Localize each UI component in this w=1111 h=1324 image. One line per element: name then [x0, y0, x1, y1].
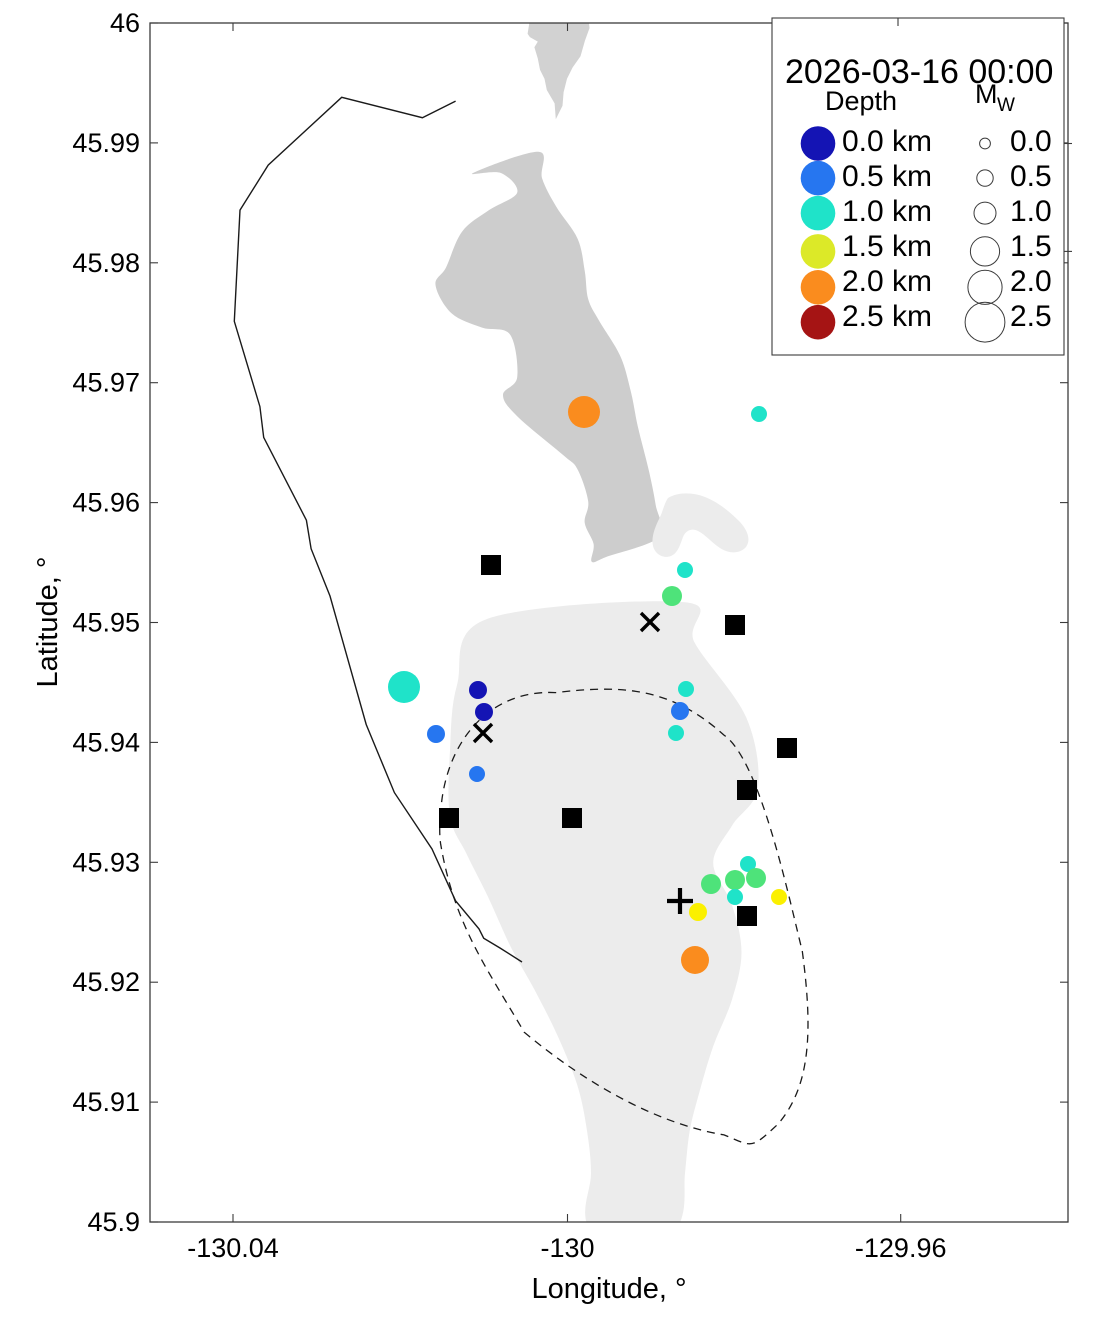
svg-text:45.99: 45.99	[72, 128, 140, 158]
svg-text:2.0 km: 2.0 km	[842, 265, 932, 298]
svg-text:0.5: 0.5	[1010, 160, 1052, 193]
svg-text:1.5: 1.5	[1010, 230, 1052, 263]
svg-text:2.0: 2.0	[1010, 265, 1052, 298]
svg-text:46: 46	[110, 8, 140, 38]
svg-text:45.9: 45.9	[87, 1207, 140, 1237]
svg-text:45.91: 45.91	[72, 1087, 140, 1117]
svg-text:45.98: 45.98	[72, 248, 140, 278]
svg-text:1.0: 1.0	[1010, 195, 1052, 228]
svg-text:45.97: 45.97	[72, 368, 140, 398]
svg-text:45.95: 45.95	[72, 608, 140, 638]
svg-text:W: W	[997, 95, 1015, 116]
svg-text:45.92: 45.92	[72, 967, 140, 997]
svg-text:1.0 km: 1.0 km	[842, 195, 932, 228]
svg-text:Longitude, °: Longitude, °	[531, 1273, 686, 1305]
svg-text:45.93: 45.93	[72, 847, 140, 877]
svg-text:Depth: Depth	[825, 86, 897, 116]
svg-text:0.0 km: 0.0 km	[842, 125, 932, 158]
svg-text:0.0: 0.0	[1010, 125, 1052, 158]
svg-text:-130: -130	[540, 1233, 594, 1263]
svg-text:0.5 km: 0.5 km	[842, 160, 932, 193]
svg-text:-129.96: -129.96	[855, 1233, 947, 1263]
svg-text:Latitude, °: Latitude, °	[32, 557, 64, 688]
svg-text:1.5 km: 1.5 km	[842, 230, 932, 263]
svg-text:45.94: 45.94	[72, 727, 140, 757]
svg-text:2.5: 2.5	[1010, 300, 1052, 333]
svg-text:-130.04: -130.04	[187, 1233, 279, 1263]
svg-text:M: M	[975, 79, 998, 109]
svg-text:45.96: 45.96	[72, 488, 140, 518]
svg-text:2.5 km: 2.5 km	[842, 300, 932, 333]
